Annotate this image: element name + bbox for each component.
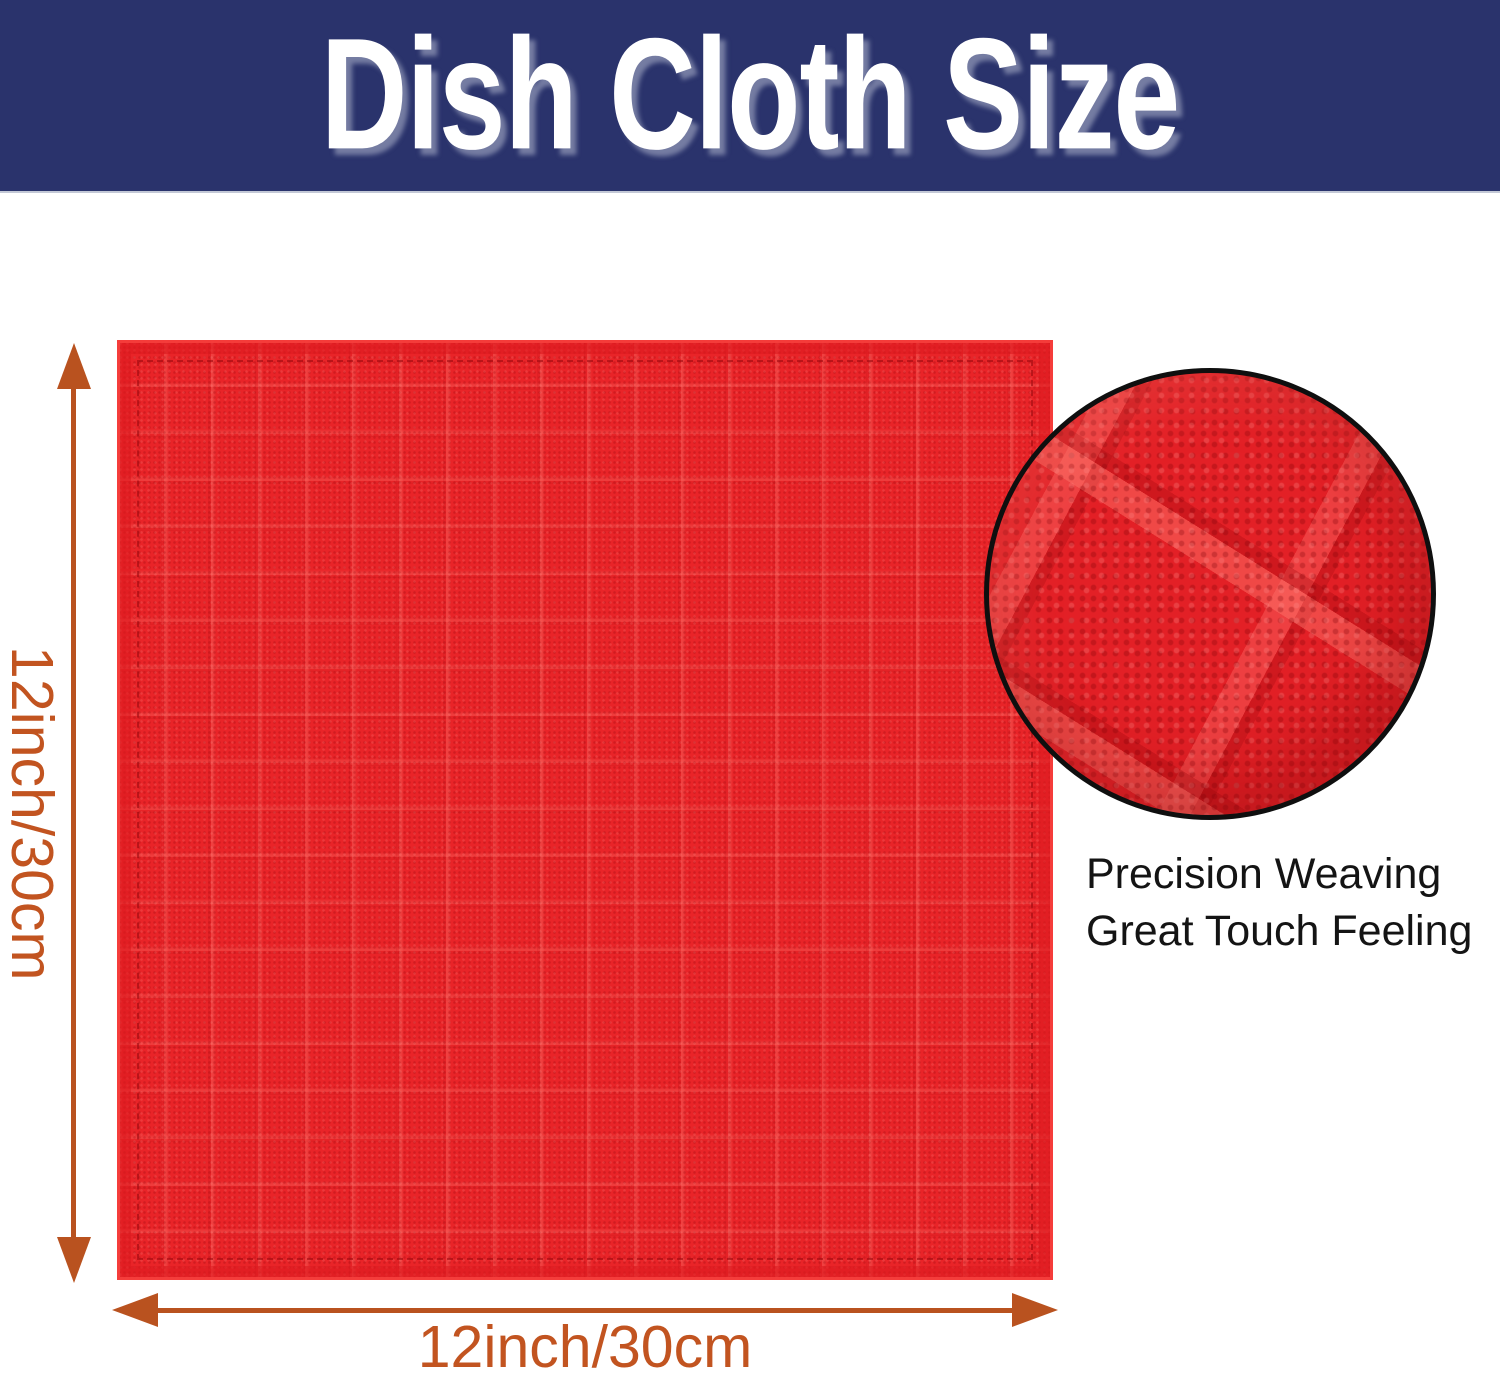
- height-dimension-line: [71, 381, 76, 1243]
- arrow-down-icon: [57, 1237, 91, 1283]
- width-dimension-label: 12inch/30cm: [417, 1314, 753, 1380]
- texture-caption-line1: Precision Weaving: [1086, 850, 1442, 898]
- texture-caption-line2: Great Touch Feeling: [1086, 907, 1473, 955]
- cloth-hem-stitch: [137, 360, 1033, 1260]
- dish-cloth-image: [117, 340, 1053, 1280]
- arrow-up-icon: [57, 343, 91, 389]
- height-dimension-label: 12inch/30cm: [0, 646, 65, 981]
- arrow-left-icon: [112, 1293, 158, 1327]
- width-dimension-line: [150, 1308, 1020, 1313]
- texture-magnifier-circle: [984, 368, 1436, 820]
- page-title: Dish Cloth Size: [320, 5, 1180, 183]
- title-banner: Dish Cloth Size: [0, 0, 1500, 193]
- texture-caption: Precision Weaving Great Touch Feeling: [1086, 846, 1472, 960]
- arrow-right-icon: [1012, 1293, 1058, 1327]
